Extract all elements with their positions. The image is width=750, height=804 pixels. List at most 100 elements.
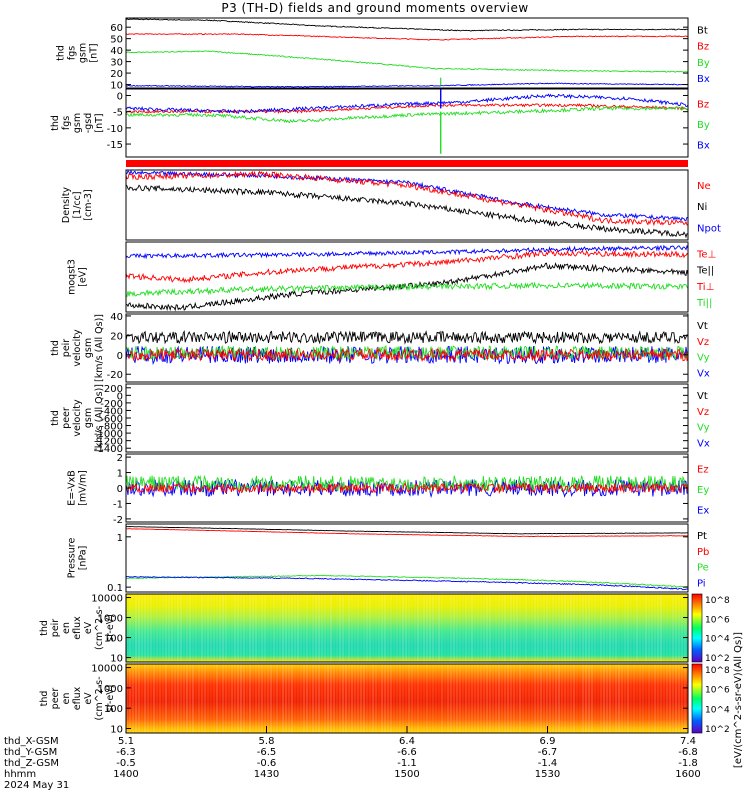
- y-tick-label: -5: [113, 108, 123, 119]
- legend-Vy: Vy: [697, 423, 710, 434]
- y-axis-label-line: peer: [50, 688, 61, 710]
- y-axis-label: thd fgs gsm -gsd [nT]: [50, 113, 105, 133]
- x-tick-label: 6.9: [540, 736, 556, 747]
- y-axis-label-line: sr-eV): [105, 685, 116, 713]
- series-green: [125, 105, 689, 124]
- x-row-label: thd_Z-GSM: [4, 758, 59, 769]
- x-tick-label: -1.4: [538, 758, 558, 769]
- y-axis-label-line: en: [61, 693, 72, 705]
- y-tick-label: 60: [110, 23, 123, 34]
- y-axis-label-line: gsm: [83, 338, 94, 358]
- y-tick-label: -800: [100, 422, 123, 433]
- spectrogram-peir-eflux: [126, 594, 688, 662]
- legend-Te||: Te||: [696, 266, 714, 277]
- y-tick-label: 1: [117, 469, 123, 480]
- x-tick-label: 7.4: [680, 736, 696, 747]
- legend-Bt: Bt: [697, 25, 708, 36]
- colorbar-tick: 10^8: [705, 596, 730, 606]
- series-black: [125, 184, 689, 239]
- x-row-label: 2024 May 31: [4, 780, 69, 791]
- panel-frame: [125, 593, 689, 663]
- y-axis-label-line: (cm^2-s-: [94, 606, 105, 650]
- y-axis-label-line: [mV/m]: [78, 470, 89, 506]
- legend-Ey: Ey: [697, 485, 709, 496]
- legend-Ti||: Ti||: [696, 298, 712, 309]
- x-row-label: hhmm: [4, 769, 36, 780]
- x-tick-label: 1530: [535, 769, 560, 780]
- panel-frame: [125, 88, 689, 158]
- x-tick-label: -0.5: [116, 758, 136, 769]
- y-axis-label-line: eV: [83, 621, 94, 634]
- colorbar-tick: 10^8: [705, 666, 730, 676]
- y-tick-label: 10: [110, 654, 123, 665]
- panel-temperature: moqst3 [eV] Te⊥ Te|| Ti⊥ Ti||: [67, 241, 716, 313]
- colorbar-tick: 10^6: [705, 686, 730, 696]
- y-axis-label: thd peir velocity gsm [km/s (All Qs)]: [50, 314, 105, 382]
- y-tick-label: 200: [104, 384, 123, 395]
- y-tick-label: -1200: [94, 437, 123, 448]
- series-blue: [125, 576, 689, 591]
- colorbar-tick: 10^4: [705, 705, 730, 715]
- y-tick-label: -15: [107, 140, 123, 151]
- x-row-label: thd_X-GSM: [4, 736, 59, 747]
- x-row-label: thd_Y-GSM: [4, 747, 57, 758]
- series-red: [125, 170, 689, 227]
- legend-Bx: Bx: [697, 74, 710, 85]
- legend-Te⊥: Te⊥: [696, 249, 716, 260]
- y-tick-label: 2: [117, 453, 123, 464]
- legend-Ez: Ez: [697, 464, 709, 475]
- legend-Bz: Bz: [697, 42, 709, 53]
- y-axis-label-line: peir: [61, 339, 72, 358]
- y-axis-label-line: velocity: [72, 399, 83, 437]
- x-tick-label: 1430: [254, 769, 279, 780]
- legend-Vz: Vz: [697, 337, 709, 348]
- y-tick-label: 20: [110, 69, 123, 80]
- y-axis-label-line: fgs: [67, 46, 78, 60]
- legend-Vy: Vy: [697, 353, 710, 364]
- y-tick-label: 10: [110, 81, 123, 92]
- y-axis-label-line: [nT]: [94, 113, 105, 132]
- y-axis-label: Pressure [nPa]: [67, 538, 89, 579]
- spectrogram-peer-eflux: [126, 664, 688, 733]
- x-axis: 5.1-6.3-0.514005.8-6.5-0.614306.4-6.6-1.…: [4, 726, 701, 791]
- y-axis-label-line: thd: [56, 45, 67, 61]
- y-axis-label-line: [km/s (All Qs)]: [94, 384, 105, 452]
- y-axis-label-line: thd: [39, 691, 50, 707]
- y-tick-label: -10: [107, 124, 123, 135]
- colorbar-tick: 10^2: [705, 725, 730, 735]
- panel-frame: [125, 241, 689, 313]
- y-tick-label: 10000: [91, 664, 123, 675]
- x-tick-label: -6.5: [257, 747, 277, 758]
- x-tick-label: 5.8: [259, 736, 275, 747]
- panel-peir-velocity: -20 0 20 40 thd peir velocity gsm [km/s (All Qs)…: [50, 312, 710, 383]
- legend-By: By: [697, 120, 710, 131]
- series-red: [125, 103, 689, 115]
- y-tick-label: -600: [100, 414, 123, 425]
- series-red: [125, 482, 689, 495]
- y-axis-label-line: eflux: [72, 686, 83, 710]
- x-tick-label: 5.1: [118, 736, 134, 747]
- legend-Vx: Vx: [697, 439, 710, 450]
- y-tick-label: 0: [117, 484, 123, 495]
- panel-frame: [125, 523, 689, 593]
- y-axis-label-line: eflux: [72, 616, 83, 640]
- series-black: [125, 526, 689, 535]
- y-axis-label-line: peir: [50, 619, 61, 638]
- y-axis-label-line: gsm: [78, 43, 89, 63]
- x-tick-label: -6.6: [397, 747, 417, 758]
- y-tick-label: 40: [110, 46, 123, 57]
- y-axis-label-line: [eV]: [78, 267, 89, 287]
- y-tick-label: 40: [110, 312, 123, 323]
- panel-density: Density [1/cc] [cm-3] Ne Ni Npot: [61, 169, 721, 241]
- panel-frame: [125, 313, 689, 383]
- panel-mode-bar: [126, 160, 688, 167]
- series-black: [125, 18, 689, 32]
- panel-pressure: 0.1 1 Pressure [nPa] Pt Pb Pe Pi: [67, 523, 709, 594]
- colorbar-peir-eflux: 10^8 10^6 10^4 10^2: [691, 593, 730, 664]
- series-red: [125, 249, 689, 284]
- y-axis-label-line: [cm-3]: [83, 189, 94, 220]
